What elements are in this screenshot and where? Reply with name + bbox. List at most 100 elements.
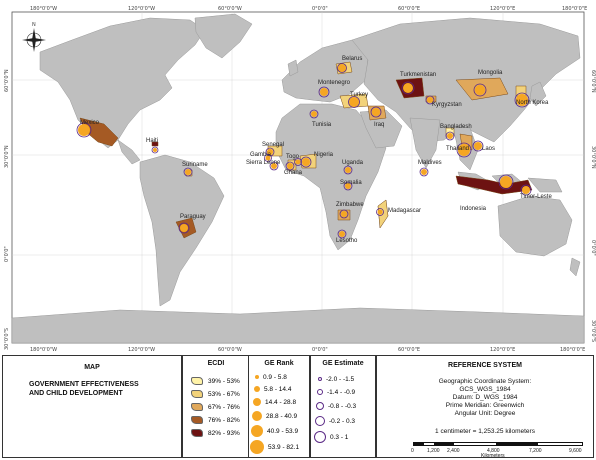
ecdi-swatch-4 xyxy=(191,416,203,424)
coord-bottom-5: 120°0'0"E xyxy=(490,347,515,353)
label-maldives: Maldives xyxy=(418,160,442,166)
ge-estimate-label-3: -0.8 - -0.3 xyxy=(328,402,357,410)
ge-rank-title: GE Rank xyxy=(264,360,294,367)
ge-rank-item-5: 40.9 - 53.9 xyxy=(251,425,298,437)
ecdi-swatch-2 xyxy=(191,390,203,398)
scale-tick-3: 4,800 xyxy=(487,448,500,454)
label-madagascar: Madagascar xyxy=(388,208,421,214)
ge-rank-item-1: 0.9 - 5.8 xyxy=(255,372,287,382)
label-montenegro: Montenegro xyxy=(318,80,351,86)
label-suriname: Suriname xyxy=(182,162,208,168)
coord-bottom-0: 180°0'0"W xyxy=(30,347,57,353)
reference-line3: Datum: D_WGS_1984 xyxy=(452,394,518,401)
ge-rank-label-3: 14.4 - 28.8 xyxy=(265,398,297,406)
marker-maldives xyxy=(419,167,429,177)
marker-lesotho xyxy=(337,229,347,239)
coord-bottom-4: 60°0'0"E xyxy=(398,347,420,353)
coord-right: 60°0'0"N 30°0'0"N 0°0'0" 30°0'0"S xyxy=(590,70,596,342)
marker-belarus xyxy=(337,63,347,73)
ge-estimate-label-4: -0.2 - 0.3 xyxy=(329,417,356,425)
title-panel: MAP GOVERNMENT EFFECTIVENESS AND CHILD D… xyxy=(2,355,182,458)
reference-line5: Angular Unit: Degree xyxy=(454,410,516,417)
ge-estimate-item-5: 0.3 - 1 xyxy=(314,431,348,443)
marker-laos xyxy=(472,140,484,152)
coord-right-2: 0°0'0" xyxy=(590,240,596,256)
coord-bottom-3: 0°0'0" xyxy=(312,347,328,353)
marker-mexico xyxy=(76,122,92,138)
label-togo: Togo xyxy=(286,154,300,160)
coord-bottom-1: 120°0'0"W xyxy=(128,347,155,353)
label-bangladesh: Bangladesh xyxy=(440,124,472,130)
marker-timor-leste xyxy=(520,184,532,196)
coord-right-1: 30°0'0"N xyxy=(590,146,596,169)
scale-unit: Kilometers xyxy=(481,453,505,459)
marker-madagascar xyxy=(376,208,384,216)
reference-system-panel: REFERENCE SYSTEM Geographic Coordinate S… xyxy=(376,355,594,459)
coord-top-0: 180°0'0"W xyxy=(30,6,57,12)
ge-estimate-item-4: -0.2 - 0.3 xyxy=(315,416,355,426)
label-lesotho: Lesotho xyxy=(336,238,358,244)
ecdi-label-2: 53% - 67% xyxy=(208,390,240,398)
label-sierra-leone: Sierra Leone xyxy=(246,160,281,166)
reference-line4: Prime Meridian: Greenwich xyxy=(445,402,525,409)
ecdi-legend-title: ECDI xyxy=(207,360,225,367)
ge-estimate-legend: GE Estimate -2.0 - -1.5 -1.4 - -0.9 -0.8… xyxy=(310,355,376,458)
ecdi-item-4: 76% - 82% xyxy=(191,415,240,425)
ge-estimate-title: GE Estimate xyxy=(322,360,364,367)
label-laos: Laos xyxy=(482,146,495,152)
coord-left: 60°0'0"N 30°0'0"N 0°0'0" 30°0'0"S xyxy=(4,69,10,350)
ge-estimate-label-1: -2.0 - -1.5 xyxy=(326,375,355,383)
coord-top-3: 0°0'0" xyxy=(312,6,328,12)
scale-tick-1: 1,200 xyxy=(427,448,440,454)
scale-tick-4: 7,200 xyxy=(529,448,542,454)
marker-turkey xyxy=(348,96,360,108)
reference-line2: GCS_WGS_1984 xyxy=(459,386,511,393)
marker-thailand xyxy=(456,142,472,158)
coord-top-6: 180°0'0"E xyxy=(562,6,587,12)
coord-top-2: 60°0'0"W xyxy=(218,6,242,12)
ge-rank-label-1: 0.9 - 5.8 xyxy=(263,373,287,381)
ecdi-label-4: 76% - 82% xyxy=(208,416,240,424)
coord-right-3: 30°0'0"S xyxy=(590,320,596,342)
marker-kyrgyzstan xyxy=(425,95,435,105)
coord-left-1: 30°0'0"N xyxy=(4,145,10,168)
marker-bangladesh xyxy=(445,131,455,141)
marker-montenegro xyxy=(318,86,330,98)
label-turkey: Turkey xyxy=(350,92,368,98)
coord-bottom-2: 60°0'0"W xyxy=(218,347,242,353)
haiti-region xyxy=(151,141,159,147)
ecdi-item-5: 82% - 93% xyxy=(191,428,240,438)
coord-left-3: 30°0'0"S xyxy=(4,328,10,350)
ge-rank-item-4: 28.8 - 40.9 xyxy=(252,411,297,421)
coord-bottom-6: 180°0'0"E xyxy=(560,347,585,353)
coord-top-5: 120°0'0"E xyxy=(490,6,515,12)
label-gambia: Gambia xyxy=(250,152,272,158)
label-somalia: Somalia xyxy=(340,180,362,186)
coord-right-0: 60°0'0"N xyxy=(590,70,596,93)
marker-iraq xyxy=(370,106,382,118)
ge-rank-label-4: 28.8 - 40.9 xyxy=(266,412,298,420)
scale-tick-5: 9,600 xyxy=(569,448,582,454)
indonesia-region xyxy=(455,175,533,195)
marker-north-korea xyxy=(514,92,530,108)
label-north-korea: North Korea xyxy=(516,100,549,106)
map-subtitle-line2: AND CHILD DEVELOPMENT xyxy=(29,390,123,397)
coord-left-0: 60°0'0"N xyxy=(4,69,10,92)
world-map[interactable]: Belarus Montenegro Turkey Tunisia Iraq T… xyxy=(0,0,596,355)
marker-paraguay xyxy=(178,222,190,234)
label-haiti: Haiti xyxy=(146,138,158,144)
coord-top-1: 120°0'0"W xyxy=(128,6,155,12)
marker-zimbabwe xyxy=(339,209,349,219)
label-turkmenistan: Turkmenistan xyxy=(400,72,436,78)
label-timor-leste: Timor-Leste xyxy=(520,194,552,200)
label-tunisia: Tunisia xyxy=(312,122,332,128)
label-kyrgyzstan: Kyrgyzstan xyxy=(432,102,462,108)
marker-mongolia xyxy=(473,83,487,97)
map-subtitle-line1: GOVERNMENT EFFECTIVENESS xyxy=(29,381,139,388)
ge-rank-item-6: 53.9 - 82.1 xyxy=(250,440,299,454)
ge-rank-label-2: 5.8 - 14.4 xyxy=(264,385,292,393)
marker-uganda xyxy=(343,165,353,175)
label-uganda: Uganda xyxy=(342,160,364,166)
coord-left-2: 0°0'0" xyxy=(4,246,10,262)
